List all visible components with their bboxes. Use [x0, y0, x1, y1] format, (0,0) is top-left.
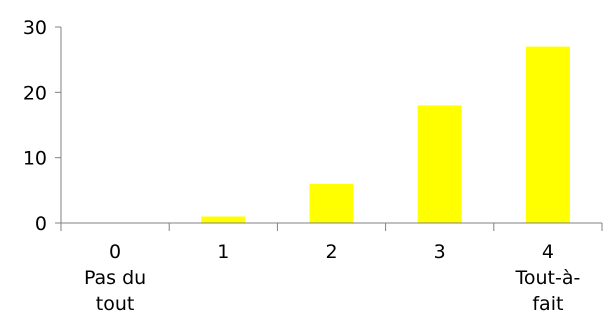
x-tick-label-2-line-0: 2 — [325, 241, 337, 263]
bar-1 — [201, 216, 246, 223]
x-tick-label-3-line-0: 3 — [434, 241, 446, 263]
x-tick-label-0-line-0: 0 — [109, 241, 121, 263]
labels-layer: 0 10 20 30 0 Pas du tout 1 2 3 4 Tout-à-fait — [23, 17, 581, 315]
y-tick-label-3: 30 — [23, 17, 47, 39]
axes-layer — [55, 26, 603, 231]
y-tick-label-0: 0 — [35, 213, 47, 235]
x-tick-label-4-line-2: fait — [532, 293, 563, 315]
bar-2 — [309, 183, 354, 223]
x-tick-label-0-line-1: Pas du — [84, 267, 146, 289]
y-tick-label-1: 10 — [23, 148, 47, 170]
y-tick-label-2: 20 — [23, 82, 47, 104]
x-tick-label-1-line-0: 1 — [217, 241, 229, 263]
x-tick-label-0-line-2: tout — [96, 293, 135, 315]
bars-layer — [201, 46, 570, 223]
x-tick-label-4-line-0: 4 — [542, 241, 554, 263]
bar-4 — [525, 46, 570, 223]
x-tick-label-4-line-1: Tout-à- — [514, 267, 580, 289]
bar-3 — [417, 105, 462, 223]
